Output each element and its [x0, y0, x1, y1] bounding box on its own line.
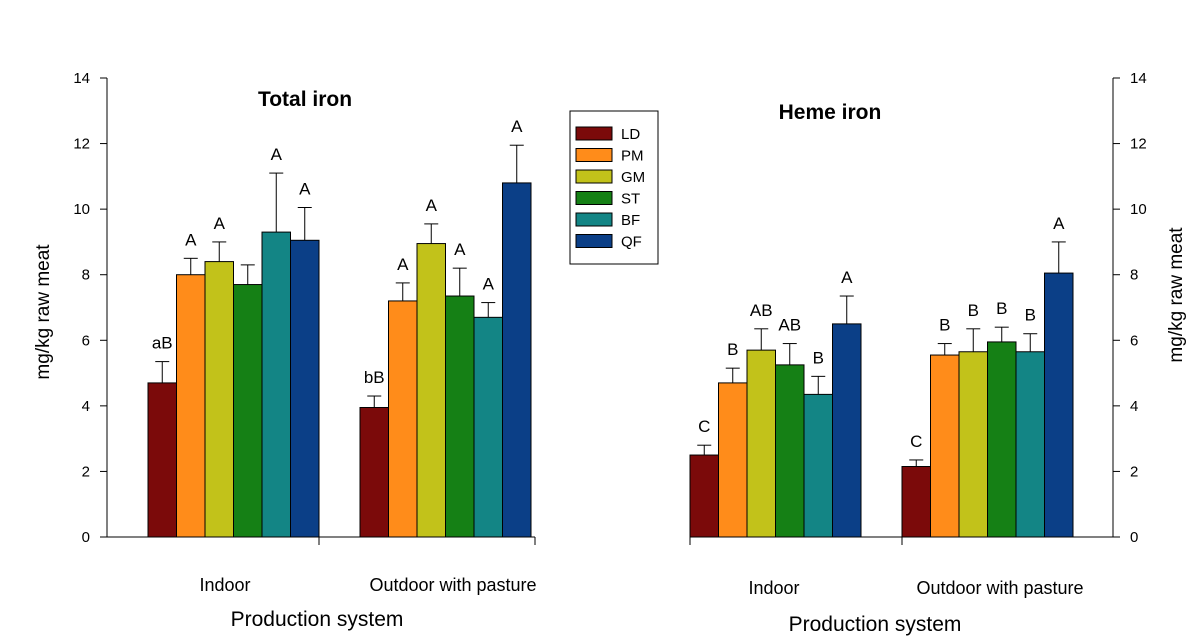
- bar-pm: [176, 274, 206, 538]
- significance-label: C: [910, 432, 922, 451]
- significance-label: A: [483, 275, 495, 294]
- y-tick-label: 6: [82, 332, 90, 349]
- panel-title: Total iron: [258, 88, 352, 111]
- bar-qf: [1044, 272, 1074, 538]
- bar-pm: [930, 354, 960, 538]
- legend-label: QF: [621, 234, 642, 251]
- bar-gm: [958, 351, 988, 538]
- bar-gm: [204, 261, 234, 538]
- significance-label: A: [841, 268, 853, 287]
- text-layer: 0 2 4 6 8 10 12 14 0 2 4 6 8 10 12 14 mg/kg raw meat mg/k…: [33, 70, 1187, 636]
- legend-label: GM: [621, 169, 645, 186]
- y-tick-label: 14: [1130, 70, 1147, 87]
- significance-label: A: [214, 214, 226, 233]
- x-axis-title: Production system: [789, 613, 962, 636]
- legend-label: LD: [621, 126, 640, 143]
- bar-st: [445, 295, 475, 538]
- x-category-label: Outdoor with pasture: [369, 575, 536, 595]
- bar-pm: [718, 382, 748, 538]
- legend-swatch-ld: [575, 126, 613, 141]
- y-tick-label: 10: [73, 201, 90, 218]
- y-tick-label: 0: [82, 529, 90, 546]
- significance-label: B: [968, 301, 979, 320]
- y-tick-label: 0: [1130, 529, 1138, 546]
- significance-label: A: [185, 230, 197, 249]
- bar-gm: [416, 243, 446, 538]
- y-tick-label: 8: [82, 267, 90, 284]
- bar-bf: [803, 393, 833, 538]
- y-tick-label: 10: [1130, 201, 1147, 218]
- bar-bf: [473, 316, 503, 538]
- x-axis-title: Production system: [231, 608, 404, 631]
- bar-ld: [359, 406, 389, 538]
- legend: LD PM GM ST BF QF: [569, 110, 659, 265]
- y-tick-label: 14: [73, 70, 90, 87]
- significance-label: B: [996, 299, 1007, 318]
- legend-swatch-gm: [575, 169, 613, 184]
- bar-st: [987, 341, 1017, 538]
- bar-ld: [689, 454, 719, 538]
- significance-label: AB: [778, 316, 801, 335]
- bar-st: [775, 364, 805, 538]
- significance-label: B: [727, 340, 738, 359]
- significance-label: bB: [364, 368, 385, 387]
- bars-layer: [147, 144, 1074, 538]
- y-tick-label: 8: [1130, 267, 1138, 284]
- y-tick-label: 6: [1130, 332, 1138, 349]
- legend-swatch-pm: [575, 148, 613, 162]
- x-category-label: Indoor: [199, 575, 250, 595]
- significance-label: B: [1025, 306, 1036, 325]
- significance-label: aB: [152, 334, 173, 353]
- bar-ld: [901, 466, 931, 538]
- significance-label: C: [698, 417, 710, 436]
- x-category-label: Outdoor with pasture: [916, 578, 1083, 598]
- legend-label: ST: [621, 191, 640, 208]
- significance-label: A: [454, 240, 466, 259]
- legend-swatch-qf: [575, 234, 613, 248]
- x-category-label: Indoor: [748, 578, 799, 598]
- y-tick-label: 4: [82, 398, 90, 415]
- bar-qf: [832, 323, 862, 538]
- bar-pm: [388, 300, 418, 538]
- legend-label: BF: [621, 212, 640, 229]
- legend-swatch-bf: [575, 212, 613, 227]
- bar-qf: [290, 239, 320, 538]
- significance-label: A: [426, 196, 438, 215]
- y-tick-label: 4: [1130, 398, 1138, 415]
- significance-label: A: [397, 255, 409, 274]
- legend-swatch-st: [575, 191, 613, 205]
- legend-label: PM: [621, 148, 644, 165]
- bar-qf: [502, 182, 532, 538]
- y-tick-label: 2: [82, 463, 90, 480]
- significance-label: AB: [750, 301, 773, 320]
- bar-bf: [1015, 351, 1045, 538]
- bar-ld: [147, 382, 177, 538]
- significance-label: A: [299, 180, 311, 199]
- significance-label: A: [511, 117, 523, 136]
- y-axis-label-right: mg/kg raw meat: [1166, 227, 1187, 363]
- y-axis-label-left: mg/kg raw meat: [33, 244, 54, 380]
- bar-st: [233, 284, 263, 538]
- panel-title: Heme iron: [779, 101, 882, 124]
- significance-label: B: [813, 348, 824, 367]
- y-tick-label: 12: [1130, 136, 1147, 153]
- bar-gm: [746, 349, 776, 538]
- bar-bf: [261, 231, 291, 538]
- significance-label: B: [939, 316, 950, 335]
- significance-label: A: [271, 145, 283, 164]
- significance-label: A: [1053, 214, 1065, 233]
- y-tick-label: 12: [73, 136, 90, 153]
- y-tick-label: 2: [1130, 463, 1138, 480]
